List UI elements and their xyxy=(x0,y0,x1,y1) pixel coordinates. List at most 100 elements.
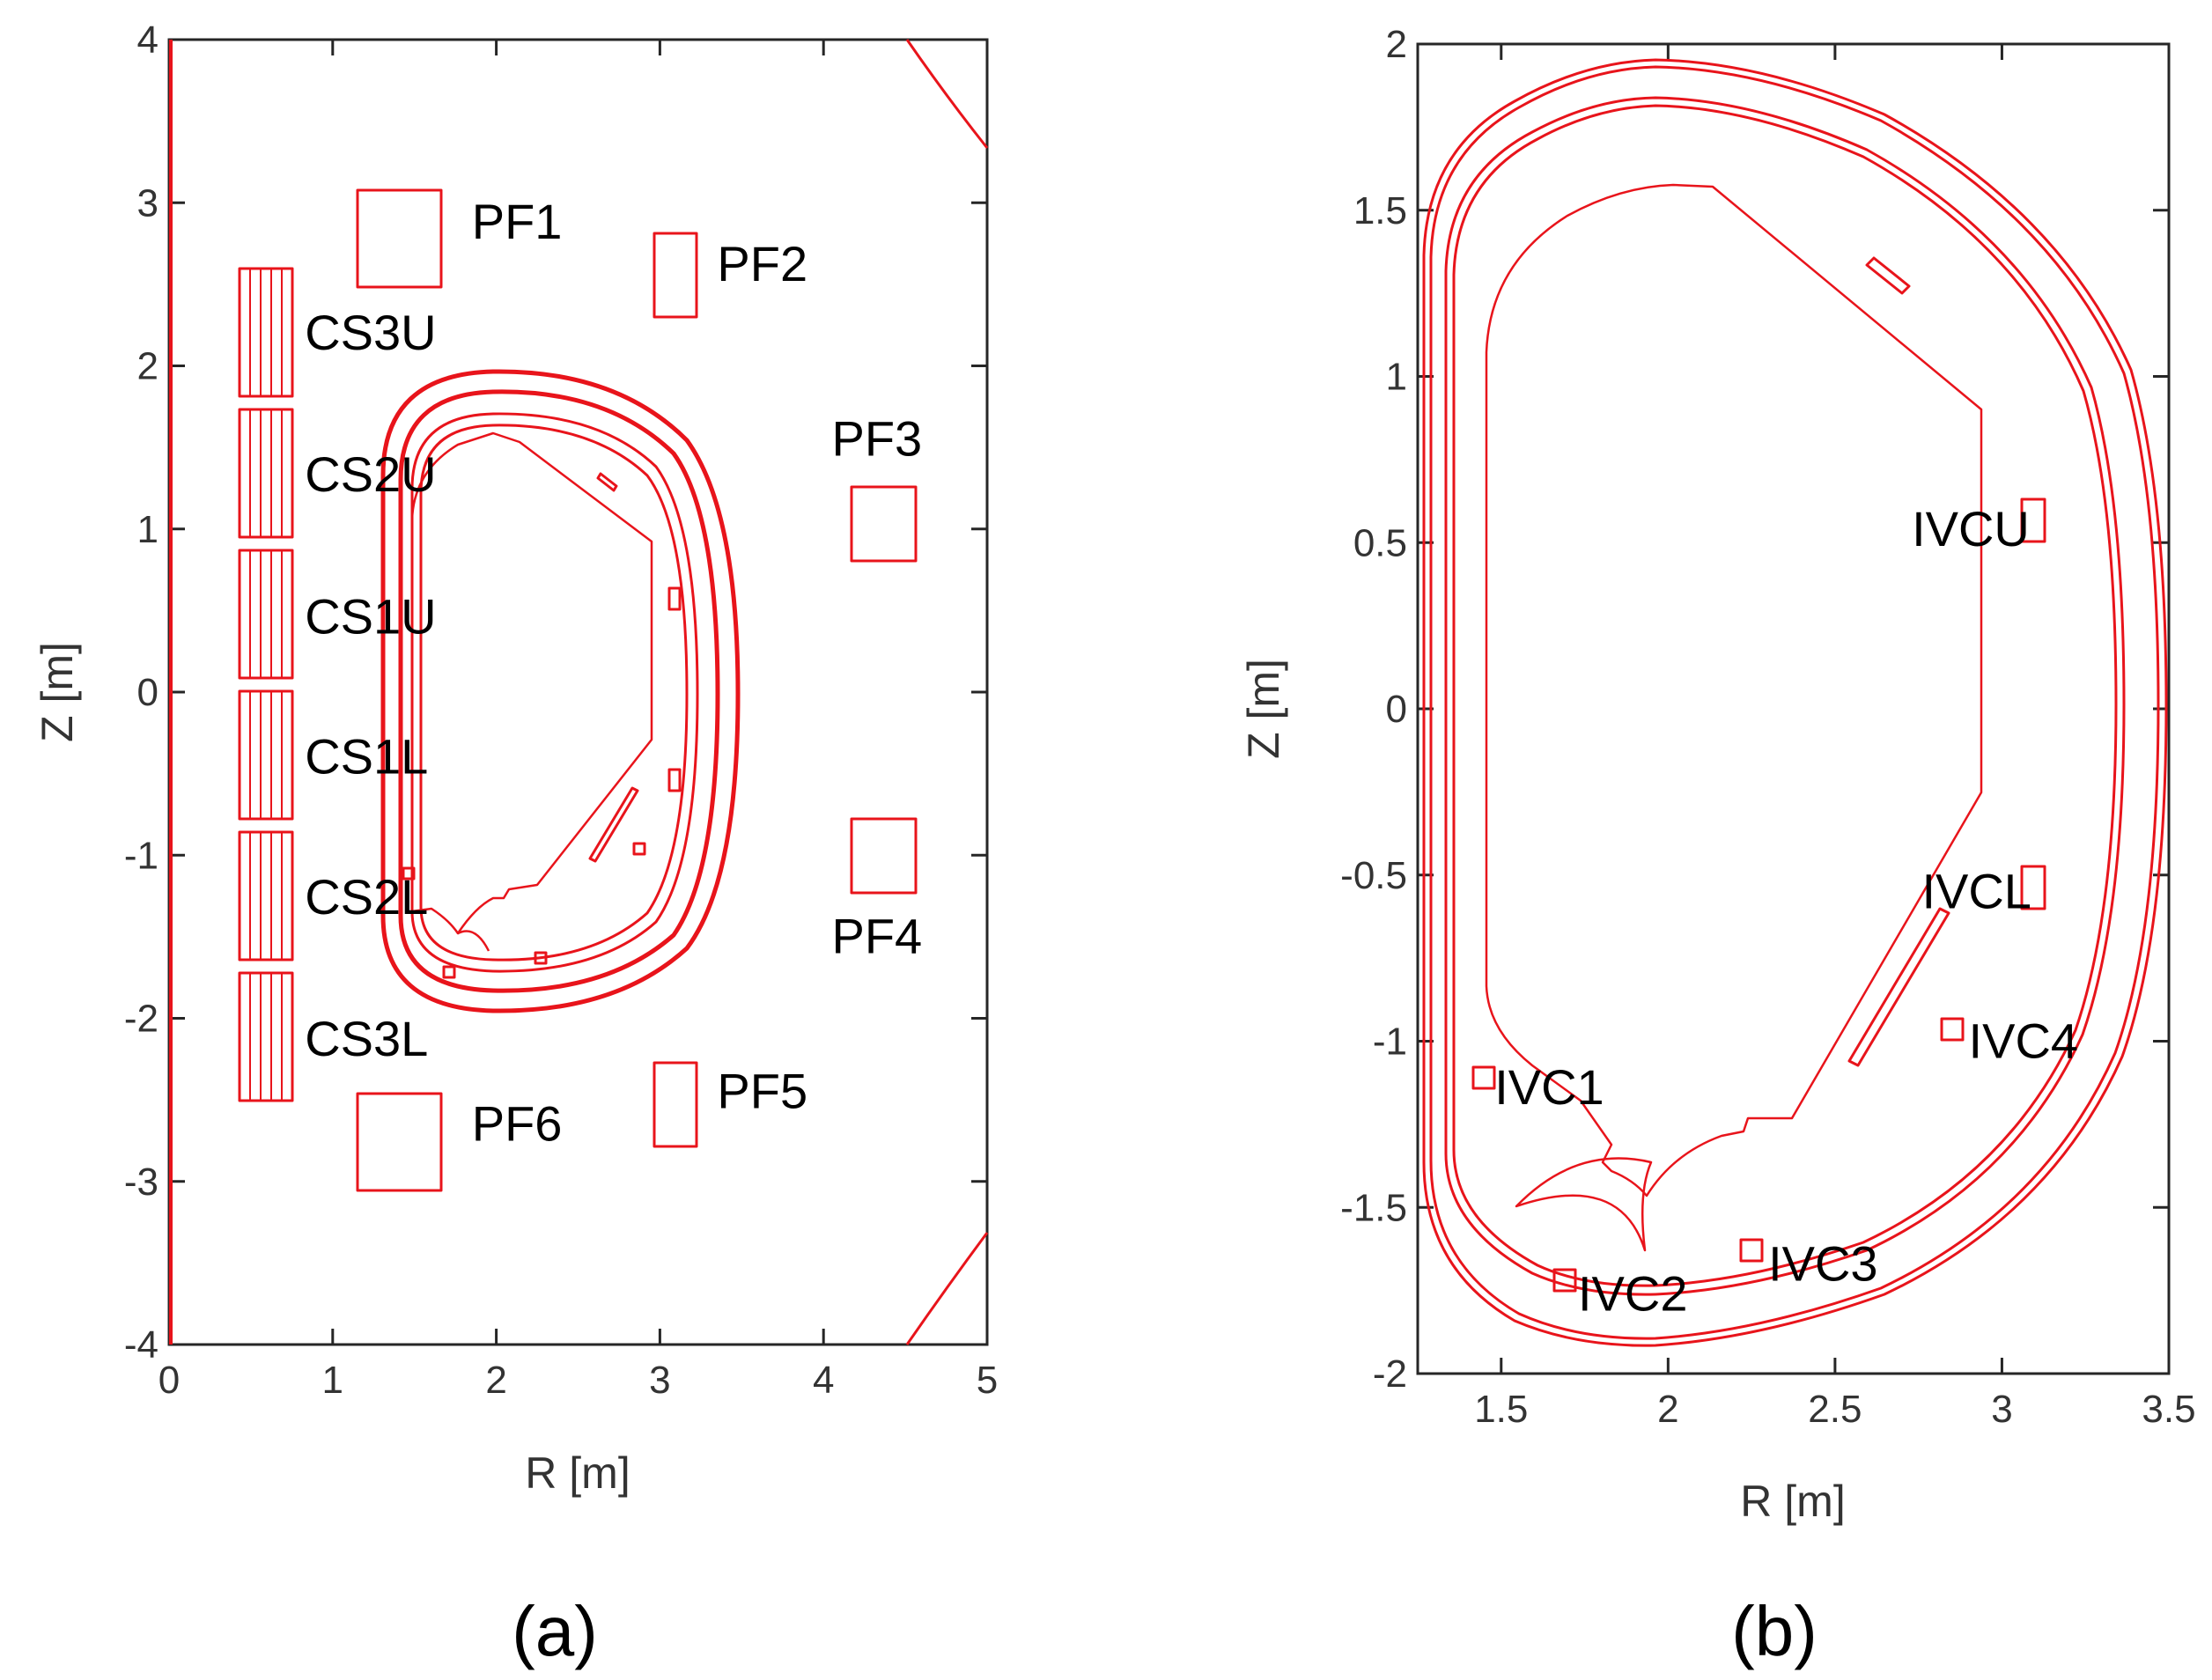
y-tick-label: 1 xyxy=(1386,356,1407,399)
cs-coil-block xyxy=(238,830,294,962)
y-tick-label: 1.5 xyxy=(1353,189,1407,232)
x-tick-label: 2.5 xyxy=(1808,1388,1862,1431)
panel-b-coil-labels: IVCU IVCL IVC4 IVC1 IVC2 IVC3 xyxy=(1494,501,2078,1321)
ivc2-coil xyxy=(1552,1268,1577,1293)
y-tick-label: 0 xyxy=(1386,688,1407,731)
coil-label: PF6 xyxy=(472,1095,563,1151)
coil-label: PF1 xyxy=(472,194,563,249)
panel-b-caption: (b) xyxy=(1731,1592,1818,1670)
coil-label: CS3U xyxy=(305,305,436,360)
y-tick-label: 2 xyxy=(137,345,159,388)
panel-a-coil-labels: PF1 PF2 PF3 PF4 PF5 PF6 CS3U CS2U CS1U CS1L CS2L CS… xyxy=(305,194,922,1151)
y-tick-label: -0.5 xyxy=(1340,854,1407,897)
coil-label: CS1U xyxy=(305,588,436,644)
vessel-outer-wall-2 xyxy=(1429,65,2160,1340)
shell-inner xyxy=(419,424,689,962)
coil-label: PF4 xyxy=(831,908,922,963)
cs-coil-block xyxy=(238,689,294,821)
y-tick-label: -1 xyxy=(1373,1021,1407,1064)
ivcu-coil xyxy=(2020,497,2046,543)
coil-label: PF2 xyxy=(717,236,807,291)
coil-label: IVCU xyxy=(1912,501,2030,556)
coil-label: CS2U xyxy=(305,446,436,502)
x-tick-label: 3.5 xyxy=(2142,1388,2195,1431)
first-wall xyxy=(410,431,653,935)
y-tick-label: 1 xyxy=(137,508,159,551)
coil-label: PF3 xyxy=(831,410,922,466)
pf4-coil xyxy=(850,817,918,895)
cryostat-arc-lower xyxy=(905,1232,989,1345)
y-tick-label: 2 xyxy=(1386,23,1407,66)
divertor-dome-b xyxy=(1515,1157,1653,1252)
baffle-lower-b xyxy=(1847,907,1950,1067)
pf2-coil xyxy=(653,232,698,319)
vessel-mid-wall-2 xyxy=(1452,104,2118,1287)
y-tick-label: -2 xyxy=(1373,1352,1407,1396)
x-tick-label: 1.5 xyxy=(1474,1388,1528,1431)
ivc-small-a2 xyxy=(667,768,682,792)
y-tick-label: -2 xyxy=(124,998,159,1041)
x-tick-label: 1 xyxy=(322,1359,343,1402)
ivc-small-a1 xyxy=(667,586,682,611)
y-tick-label: 4 xyxy=(137,18,159,62)
y-tick-label: -4 xyxy=(124,1323,159,1367)
y-tick-label: 3 xyxy=(137,181,159,225)
central-solenoid-stacks xyxy=(238,267,294,1102)
coil-label: IVC4 xyxy=(1969,1013,2079,1068)
divertor-dome xyxy=(457,930,490,952)
y-tick-label: -1.5 xyxy=(1340,1186,1407,1229)
coil-label: IVC1 xyxy=(1494,1059,1604,1115)
cs-coil-block xyxy=(238,971,294,1102)
ivc1-coil xyxy=(1471,1065,1496,1090)
cs-coil-block xyxy=(238,408,294,539)
coil-label: IVC3 xyxy=(1768,1235,1878,1291)
y-tick-label: -3 xyxy=(124,1161,159,1204)
cryostat-arc-upper xyxy=(905,39,989,149)
ivc-small-a6 xyxy=(402,866,416,881)
x-tick-label: 3 xyxy=(649,1359,670,1402)
x-tick-label: 0 xyxy=(159,1359,180,1402)
coil-label: CS3L xyxy=(305,1011,428,1066)
ivcl-coil xyxy=(2020,865,2046,910)
panel-b-xlabel: R [m] xyxy=(1740,1477,1845,1526)
x-tick-label: 3 xyxy=(1991,1388,2012,1431)
panel-a-caption: (a) xyxy=(512,1592,598,1670)
coil-label: IVCL xyxy=(1921,864,2031,919)
baffle-lower xyxy=(588,786,639,863)
first-wall-b xyxy=(1485,183,1983,1197)
baffle-upper xyxy=(596,472,618,492)
vacuum-vessel-outer xyxy=(380,369,741,1013)
panel-b-geometry xyxy=(1422,58,2168,1347)
coil-label: IVC2 xyxy=(1578,1265,1688,1321)
ivc-small-a4 xyxy=(534,951,548,965)
coil-label: CS1L xyxy=(305,729,428,785)
x-tick-label: 5 xyxy=(977,1359,998,1402)
coil-label: CS2L xyxy=(305,869,428,925)
panel-b-ylabel: Z [m] xyxy=(1239,659,1288,759)
y-tick-label: 0.5 xyxy=(1353,521,1407,564)
x-tick-label: 4 xyxy=(813,1359,834,1402)
y-tick-label: 0 xyxy=(137,671,159,714)
y-tick-label: -1 xyxy=(124,834,159,877)
panel-a-ticks: 0 1 2 3 4 5 -4 -3 -2 -1 0 1 2 3 4 xyxy=(124,18,998,1402)
pf5-coil xyxy=(653,1061,698,1148)
panel-b-ticks: 1.5 2 2.5 3 3.5 -2 -1.5 -1 -0.5 0 0.5 1 1.5 2 xyxy=(1340,23,2195,1431)
ivc-small-a5 xyxy=(442,965,456,979)
x-tick-label: 2 xyxy=(1657,1388,1678,1431)
panel-b-plot: 1.5 2 2.5 3 3.5-2-1.5-1-0.500.511.52 IVCUIVC… xyxy=(1239,23,2196,1670)
pf1-coil xyxy=(356,188,443,289)
coil-label: PF5 xyxy=(717,1063,807,1118)
pf3-coil xyxy=(850,485,918,563)
ivc3-coil xyxy=(1739,1238,1764,1263)
vessel-outer-wall-1 xyxy=(1422,58,2168,1347)
x-tick-label: 2 xyxy=(485,1359,506,1402)
cs-coil-block xyxy=(238,267,294,398)
pf6-coil xyxy=(356,1092,443,1192)
panel-a-plot: 0 1 2 3 4 5 -4 -3 -2 -1 0 1 2 3 4 xyxy=(33,18,998,1670)
panel-a-xlabel: R [m] xyxy=(525,1448,630,1498)
vacuum-vessel-inner xyxy=(398,389,720,993)
vessel-mid-wall-1 xyxy=(1444,96,2126,1296)
ivc-small-a3 xyxy=(632,842,646,856)
panel-a-ylabel: Z [m] xyxy=(33,642,82,742)
